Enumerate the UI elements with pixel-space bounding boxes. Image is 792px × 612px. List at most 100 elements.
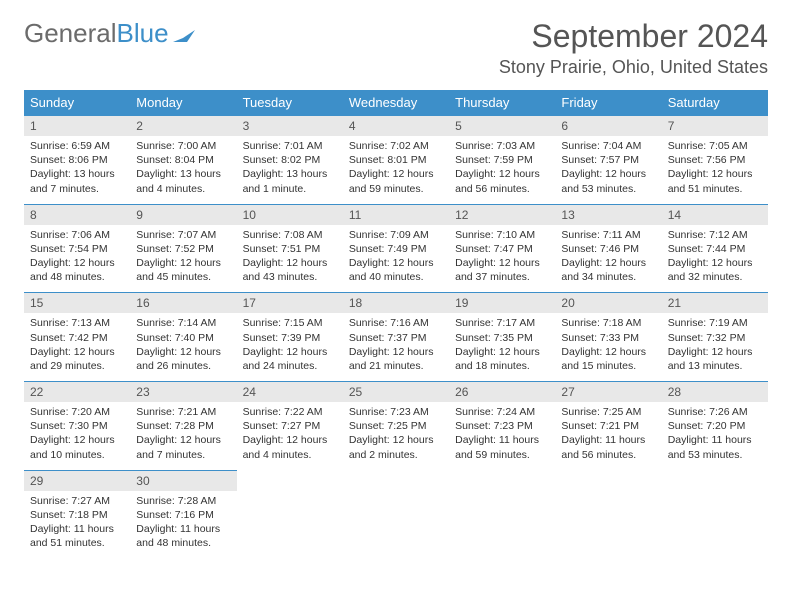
sunrise-text: Sunrise: 7:28 AM [136,494,230,508]
sunrise-text: Sunrise: 7:07 AM [136,228,230,242]
day-content-row: Sunrise: 7:20 AMSunset: 7:30 PMDaylight:… [24,402,768,470]
sunset-text: Sunset: 7:39 PM [243,331,337,345]
day-number: 16 [130,293,236,314]
day-number: 8 [24,204,130,225]
day-number: 17 [237,293,343,314]
day-cell: Sunrise: 6:59 AMSunset: 8:06 PMDaylight:… [24,136,130,204]
sunset-text: Sunset: 7:25 PM [349,419,443,433]
day-number: 28 [662,382,768,403]
sunrise-text: Sunrise: 7:02 AM [349,139,443,153]
sunrise-text: Sunrise: 7:23 AM [349,405,443,419]
daylight-text-2: and 34 minutes. [561,270,655,284]
sunrise-text: Sunrise: 7:21 AM [136,405,230,419]
day-cell: Sunrise: 7:17 AMSunset: 7:35 PMDaylight:… [449,313,555,381]
sunset-text: Sunset: 7:57 PM [561,153,655,167]
day-number: 25 [343,382,449,403]
sunrise-text: Sunrise: 7:19 AM [668,316,762,330]
sunset-text: Sunset: 7:42 PM [30,331,124,345]
daylight-text: Daylight: 12 hours [349,167,443,181]
sunrise-text: Sunrise: 7:18 AM [561,316,655,330]
sunset-text: Sunset: 8:06 PM [30,153,124,167]
sunset-text: Sunset: 7:52 PM [136,242,230,256]
daylight-text-2: and 37 minutes. [455,270,549,284]
day-cell: Sunrise: 7:18 AMSunset: 7:33 PMDaylight:… [555,313,661,381]
day-number: 19 [449,293,555,314]
day-cell: Sunrise: 7:23 AMSunset: 7:25 PMDaylight:… [343,402,449,470]
weekday-header: Monday [130,90,236,116]
day-number: 12 [449,204,555,225]
daylight-text-2: and 53 minutes. [668,448,762,462]
daylight-text: Daylight: 12 hours [668,167,762,181]
day-number: 4 [343,116,449,137]
daylight-text: Daylight: 12 hours [136,256,230,270]
day-number: 1 [24,116,130,137]
sunset-text: Sunset: 7:18 PM [30,508,124,522]
sunrise-text: Sunrise: 7:25 AM [561,405,655,419]
daylight-text: Daylight: 11 hours [561,433,655,447]
sunrise-text: Sunrise: 7:04 AM [561,139,655,153]
sunset-text: Sunset: 7:33 PM [561,331,655,345]
day-number: 14 [662,204,768,225]
day-number: 30 [130,470,236,491]
day-number: 15 [24,293,130,314]
daylight-text-2: and 7 minutes. [136,448,230,462]
sunrise-text: Sunrise: 7:16 AM [349,316,443,330]
weekday-header: Wednesday [343,90,449,116]
sunrise-text: Sunrise: 7:09 AM [349,228,443,242]
day-cell [343,491,449,559]
daylight-text-2: and 32 minutes. [668,270,762,284]
day-number-row: 2930 [24,470,768,491]
day-cell: Sunrise: 7:19 AMSunset: 7:32 PMDaylight:… [662,313,768,381]
day-number: 24 [237,382,343,403]
daylight-text-2: and 15 minutes. [561,359,655,373]
daylight-text: Daylight: 12 hours [243,256,337,270]
daylight-text-2: and 26 minutes. [136,359,230,373]
day-number: 2 [130,116,236,137]
sunset-text: Sunset: 7:32 PM [668,331,762,345]
daylight-text-2: and 24 minutes. [243,359,337,373]
day-number [449,470,555,491]
day-cell: Sunrise: 7:14 AMSunset: 7:40 PMDaylight:… [130,313,236,381]
day-number: 11 [343,204,449,225]
daylight-text-2: and 51 minutes. [30,536,124,550]
day-cell: Sunrise: 7:07 AMSunset: 7:52 PMDaylight:… [130,225,236,293]
weekday-header: Saturday [662,90,768,116]
title-block: September 2024 Stony Prairie, Ohio, Unit… [499,18,768,78]
daylight-text: Daylight: 12 hours [668,256,762,270]
daylight-text-2: and 29 minutes. [30,359,124,373]
sunrise-text: Sunrise: 7:22 AM [243,405,337,419]
sunset-text: Sunset: 7:16 PM [136,508,230,522]
day-cell [449,491,555,559]
day-content-row: Sunrise: 7:13 AMSunset: 7:42 PMDaylight:… [24,313,768,381]
day-cell: Sunrise: 7:05 AMSunset: 7:56 PMDaylight:… [662,136,768,204]
location: Stony Prairie, Ohio, United States [499,57,768,78]
sunset-text: Sunset: 8:01 PM [349,153,443,167]
daylight-text: Daylight: 12 hours [30,256,124,270]
daylight-text-2: and 56 minutes. [561,448,655,462]
day-number: 10 [237,204,343,225]
daylight-text: Daylight: 12 hours [455,256,549,270]
day-number: 20 [555,293,661,314]
daylight-text: Daylight: 12 hours [136,345,230,359]
daylight-text: Daylight: 12 hours [561,256,655,270]
sunrise-text: Sunrise: 7:06 AM [30,228,124,242]
day-number: 27 [555,382,661,403]
day-cell: Sunrise: 7:16 AMSunset: 7:37 PMDaylight:… [343,313,449,381]
daylight-text-2: and 48 minutes. [136,536,230,550]
sunset-text: Sunset: 7:54 PM [30,242,124,256]
daylight-text-2: and 56 minutes. [455,182,549,196]
sunrise-text: Sunrise: 6:59 AM [30,139,124,153]
daylight-text-2: and 10 minutes. [30,448,124,462]
day-cell: Sunrise: 7:12 AMSunset: 7:44 PMDaylight:… [662,225,768,293]
sunrise-text: Sunrise: 7:08 AM [243,228,337,242]
sunrise-text: Sunrise: 7:26 AM [668,405,762,419]
daylight-text-2: and 7 minutes. [30,182,124,196]
sunset-text: Sunset: 7:37 PM [349,331,443,345]
daylight-text-2: and 13 minutes. [668,359,762,373]
daylight-text: Daylight: 12 hours [561,167,655,181]
day-number: 21 [662,293,768,314]
daylight-text-2: and 59 minutes. [455,448,549,462]
sunset-text: Sunset: 7:56 PM [668,153,762,167]
day-number: 9 [130,204,236,225]
day-number [555,470,661,491]
